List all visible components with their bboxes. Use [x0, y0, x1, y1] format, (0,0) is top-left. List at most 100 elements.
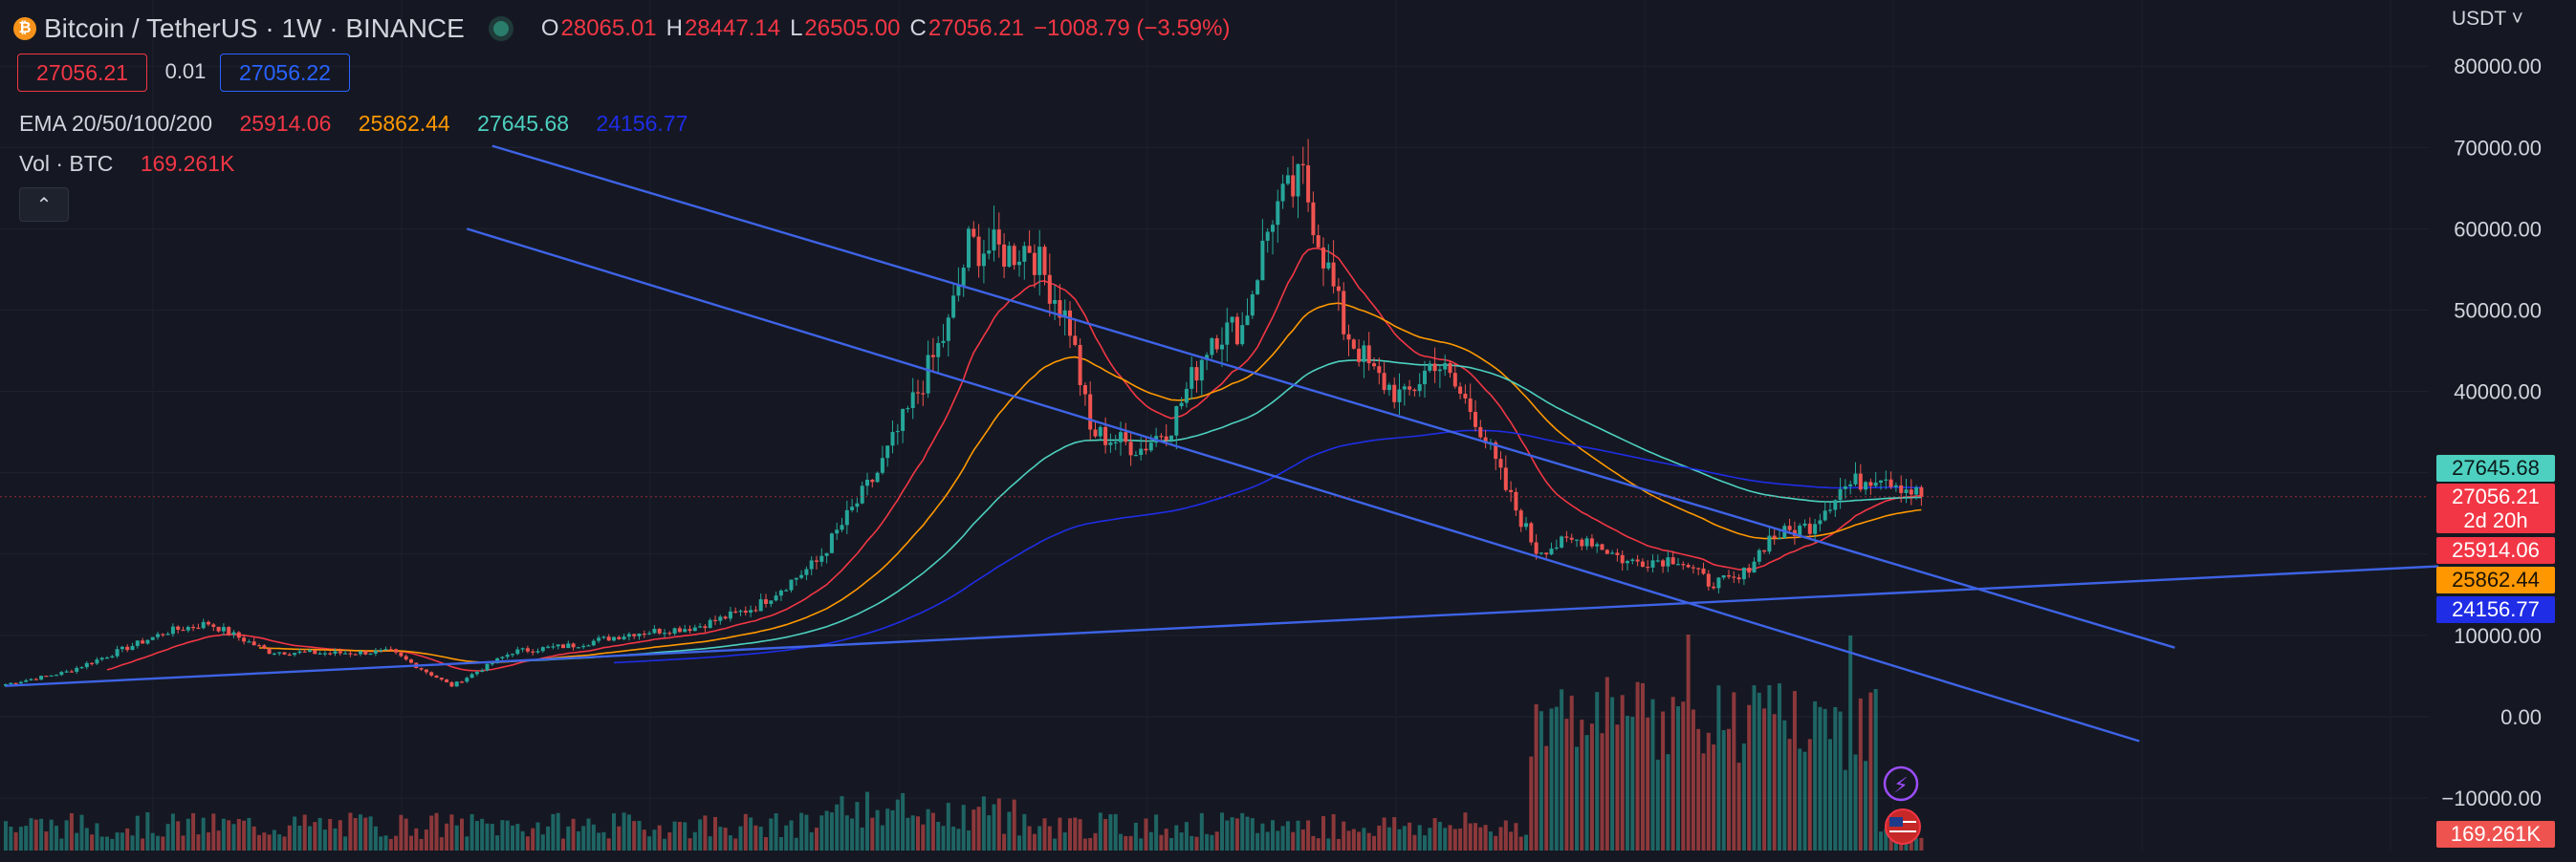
volume-bar [961, 805, 966, 851]
candle [1119, 432, 1123, 442]
volume-bar [1524, 834, 1528, 851]
trendline[interactable] [5, 565, 2439, 687]
trendline[interactable] [491, 144, 2175, 649]
volume-legend[interactable]: Vol · BTC 169.261K [19, 151, 255, 177]
candle [1012, 246, 1016, 266]
candle [1529, 523, 1534, 543]
lightning-icon[interactable] [1883, 765, 1919, 802]
volume-bar [601, 831, 606, 851]
candle [1351, 339, 1356, 349]
volume-bar [728, 835, 732, 851]
candle [170, 626, 175, 635]
volume-bar [1787, 739, 1792, 851]
candle [181, 629, 186, 632]
candle [1681, 564, 1686, 566]
volume-bar [161, 836, 165, 851]
volume-label[interactable]: Vol · BTC [19, 151, 114, 176]
volume-bar [1767, 684, 1772, 851]
volume-bar [1148, 831, 1153, 851]
volume-bar [1833, 707, 1838, 851]
ema-legend[interactable]: EMA 20/50/100/200 25914.06 25862.44 2764… [19, 111, 709, 137]
candle [551, 646, 556, 648]
candle [1082, 385, 1087, 395]
candle [1280, 183, 1285, 202]
volume-bar [90, 834, 95, 851]
ema100-price-tag: 27645.68 [2436, 455, 2555, 482]
candle [1271, 225, 1275, 232]
volume-bar [556, 812, 560, 851]
candle [1635, 559, 1640, 562]
volume-bar [242, 820, 247, 851]
price-tick: 70000.00 [2454, 136, 2542, 160]
candle [302, 651, 307, 653]
volume-bar [1220, 812, 1224, 851]
candle [44, 676, 49, 678]
volume-bar [1721, 730, 1726, 851]
volume-bar [1518, 836, 1523, 851]
sell-button[interactable]: 27056.21 [17, 54, 147, 92]
volume-bar [1199, 812, 1204, 851]
symbol-header[interactable]: ₿ Bitcoin / TetherUS · 1W · BINANCE O280… [13, 10, 1230, 48]
ema-label[interactable]: EMA 20/50/100/200 [19, 111, 213, 136]
volume-bar [1646, 717, 1650, 851]
candle [1919, 486, 1924, 497]
volume-bar [1280, 826, 1285, 851]
candle [308, 650, 312, 653]
candle [1255, 280, 1260, 295]
volume-bar [566, 826, 571, 851]
volume-bar [105, 836, 109, 851]
candle [1706, 573, 1711, 587]
volume-bar [708, 836, 712, 851]
volume-bar [236, 818, 241, 851]
volume-bar [1366, 832, 1371, 851]
volume-bar [454, 825, 459, 851]
volume-bar [170, 813, 175, 851]
volume-bar [1250, 818, 1255, 851]
volume-bar [901, 792, 906, 851]
volume-bar [1417, 825, 1422, 851]
candle [13, 682, 18, 684]
volume-bar [855, 802, 860, 851]
candle [343, 653, 348, 655]
candle [1514, 491, 1518, 511]
volume-bar [667, 832, 672, 851]
buy-button[interactable]: 27056.22 [220, 54, 350, 92]
volume-bar [1691, 709, 1695, 851]
candle [967, 228, 971, 269]
candle [601, 636, 606, 638]
candle [333, 651, 338, 654]
volume-bar [612, 813, 616, 851]
volume-bar [1884, 829, 1888, 851]
volume-bar [941, 826, 946, 851]
collapse-legend-button[interactable]: ⌃ [19, 187, 69, 222]
currency-selector[interactable]: USDT ˅ [2452, 8, 2523, 30]
candle [794, 577, 798, 580]
trendlines[interactable] [5, 144, 2439, 743]
candle [556, 644, 560, 647]
candle [1377, 366, 1382, 374]
volume-bar [1503, 820, 1508, 851]
low-value: 26505.00 [804, 15, 901, 41]
volume-bar [1448, 825, 1452, 851]
candle [145, 639, 150, 644]
candle [287, 654, 292, 657]
symbol-title[interactable]: Bitcoin / TetherUS · 1W · BINANCE [44, 13, 465, 43]
volume-price-tag: 169.261K [2436, 821, 2555, 848]
candle [778, 590, 783, 596]
event-icons[interactable]: ⚡ [1883, 765, 1921, 845]
volume-bar [1082, 838, 1087, 851]
trendline[interactable] [466, 227, 2140, 743]
market-status-icon[interactable] [492, 21, 509, 36]
volume-bar [1108, 814, 1113, 851]
candle [55, 675, 58, 677]
candle [272, 653, 276, 655]
volume-bar [1681, 701, 1686, 851]
candle [1828, 509, 1832, 511]
candle [84, 662, 89, 668]
candle [961, 268, 966, 286]
volume-bar [936, 821, 941, 851]
volume-bar [895, 799, 900, 851]
candle [698, 626, 703, 628]
candle [99, 657, 104, 660]
